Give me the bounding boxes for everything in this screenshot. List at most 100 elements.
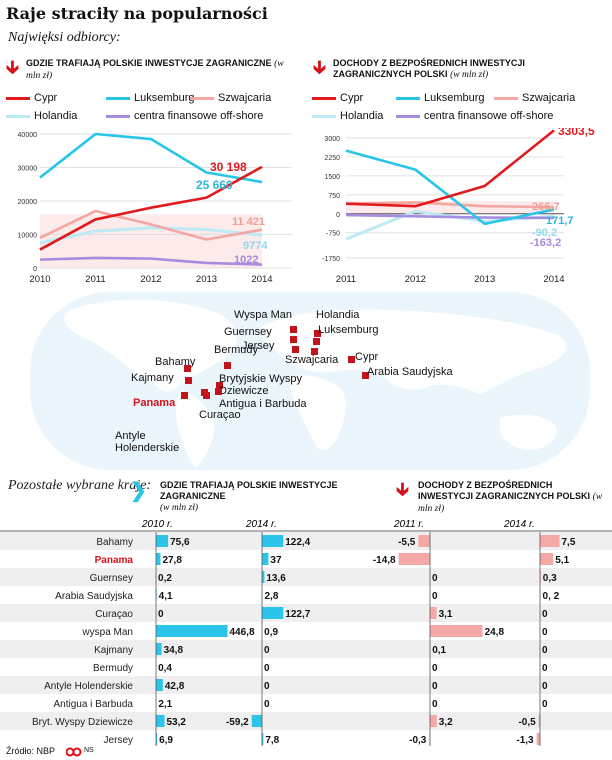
- legend-item: Szwajcaria: [494, 92, 575, 104]
- category-label: Guernsey: [90, 573, 133, 584]
- end-value-label: 266,7: [532, 201, 560, 213]
- data-label: 0: [542, 627, 548, 638]
- end-value-label: -163,2: [530, 237, 561, 249]
- chart1-line-chart: 0 10000 20000 30000 40000 2010 2011 2012 2013 201…: [18, 132, 292, 285]
- legend-label: centra finansowe off-shore: [134, 110, 264, 122]
- x-tick-label: 2011: [336, 274, 356, 285]
- row-background: [0, 712, 612, 730]
- map-label: Bahamy: [155, 356, 196, 368]
- data-label: -14,8: [373, 555, 396, 566]
- map-label: Wyspa Man: [234, 309, 292, 321]
- series-line: [345, 129, 555, 208]
- data-label: 53,2: [167, 717, 187, 728]
- map-marker: [181, 392, 188, 399]
- source-note: Źródło: NBP: [6, 746, 56, 756]
- map-marker: [224, 362, 231, 369]
- data-label: 7,5: [562, 537, 576, 548]
- chart1-title: Gdzie trafiają polskie inwestycje zagran…: [26, 58, 286, 82]
- category-label: wyspa Man: [81, 627, 133, 638]
- legend-label: Cypr: [34, 92, 58, 104]
- page-subtitle: Najwięksi odbiorcy:: [8, 30, 121, 45]
- category-label: Arabia Saudyjska: [55, 591, 133, 602]
- data-bar: [538, 715, 540, 727]
- row-background: [0, 604, 612, 622]
- x-tick-label: 2011: [85, 274, 105, 285]
- data-label: 37: [270, 555, 282, 566]
- y-tick-label: 3000: [324, 136, 340, 143]
- data-label: -0,3: [409, 735, 427, 746]
- data-label: 0: [542, 645, 548, 656]
- end-value-label: 9774: [243, 240, 268, 252]
- y-tick-label: -1750: [322, 256, 340, 263]
- down-arrow-icon: 🡳: [396, 479, 409, 499]
- data-label: 0,1: [432, 645, 446, 656]
- legend-swatch: [106, 96, 130, 100]
- map-label: Panama: [133, 397, 176, 409]
- legend-swatch: [6, 114, 30, 118]
- category-label: Curaçao: [95, 609, 133, 620]
- legend-swatch: [396, 114, 420, 118]
- end-value-label: 3303,5: [558, 128, 595, 138]
- legend-item: Cypr: [312, 92, 363, 104]
- series-line: [39, 256, 263, 266]
- y-tick-label: 30000: [18, 166, 38, 173]
- data-label: 0: [432, 663, 438, 674]
- data-label: 75,6: [170, 537, 190, 548]
- data-bar: [430, 607, 437, 619]
- data-label: 0: [432, 591, 438, 602]
- landmass: [175, 390, 215, 468]
- chart1-unit: (w mln zł): [26, 59, 284, 81]
- chart2-unit: (w mln zł): [450, 70, 489, 80]
- series-line: [345, 201, 555, 209]
- x-tick-label: 2013: [474, 274, 495, 285]
- legend-item: Holandia: [312, 110, 383, 122]
- map-label: Szwajcaria: [285, 354, 339, 366]
- data-label: 0: [432, 699, 438, 710]
- page-title: Raje straciły na popularności: [6, 4, 268, 23]
- legend-label: Szwajcaria: [218, 92, 272, 104]
- legend-item: centra finansowe off-shore: [106, 110, 263, 122]
- legend-item: centra finansowe off-shore: [396, 110, 553, 122]
- y-tick-label: 0: [33, 266, 37, 273]
- x-tick-label: 2013: [196, 274, 217, 285]
- landmass: [261, 309, 567, 394]
- series-line: [39, 209, 263, 241]
- bottom-chart2-title-text: Dochody z bezpośrednich inwestycji zagra…: [418, 480, 591, 501]
- landmass: [289, 375, 346, 451]
- x-tick-label: 2012: [140, 274, 161, 285]
- landmass: [500, 414, 557, 450]
- data-label: 6,9: [159, 735, 173, 746]
- map-label: Holandia: [316, 309, 360, 321]
- y-tick-label: 1500: [324, 174, 340, 181]
- legend-label: Luksemburg: [424, 92, 485, 104]
- data-label: 24,8: [485, 627, 505, 638]
- map-label: Jersey: [242, 340, 275, 352]
- data-label: 0,4: [158, 663, 172, 674]
- data-label: 42,8: [165, 681, 185, 692]
- data-bar: [398, 553, 430, 565]
- series-line: [39, 226, 263, 245]
- legend-item: Szwajcaria: [190, 92, 271, 104]
- data-label: 446,8: [229, 627, 254, 638]
- legend-swatch: [190, 96, 214, 100]
- data-label: 4,1: [159, 591, 173, 602]
- y-tick-label: 40000: [18, 132, 38, 139]
- end-value-label: -90,2: [532, 227, 557, 239]
- y-tick-label: 2250: [324, 155, 340, 162]
- map-label: Kajmany: [131, 372, 174, 384]
- data-label: 5,1: [555, 555, 569, 566]
- category-label: Bermudy: [93, 663, 133, 674]
- data-bar: [430, 715, 437, 727]
- data-label: 122,4: [285, 537, 310, 548]
- category-label: Antigua i Barbuda: [53, 699, 133, 710]
- data-label: 13,6: [266, 573, 286, 584]
- landmass: [64, 299, 237, 392]
- category-label: Antyle Holenderskie: [44, 681, 133, 692]
- end-value-label: 30 198: [210, 160, 247, 174]
- data-bar: [156, 643, 162, 655]
- map-marker: [362, 372, 369, 379]
- chart2-title: Dochody z bezpośrednich inwestycji zagra…: [333, 58, 603, 81]
- end-value-label: 25 660: [196, 178, 233, 192]
- data-label: 0: [542, 609, 548, 620]
